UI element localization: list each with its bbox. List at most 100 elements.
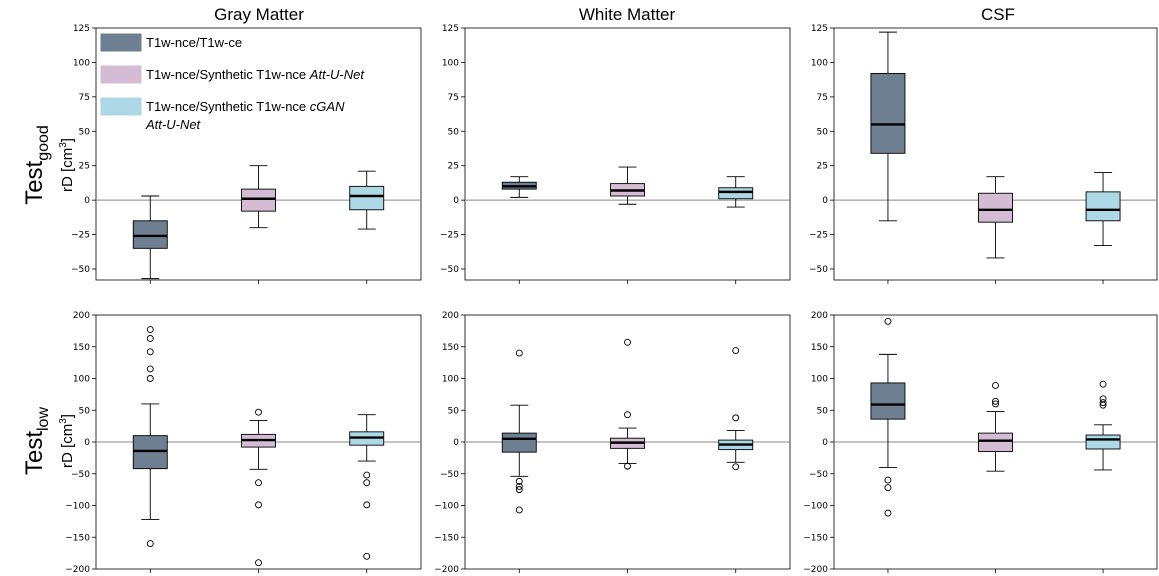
panels: −50−250255075100125−50−250255075100125−5… [65,24,1158,575]
y-tick-label: −200 [65,565,90,575]
y-tick-label: 200 [442,311,459,321]
box-1 [610,166,645,284]
box-1 [241,408,276,573]
y-tick-label: −100 [65,502,90,512]
y-tick-label: 0 [84,438,90,448]
y-tick-label: 100 [811,58,828,68]
row-label-low-main: Test [21,431,48,475]
svg-text:rD [cm3]: rD [cm3] [58,414,76,468]
y-tick-label: 75 [79,93,90,103]
outlier-point [992,397,999,405]
box-iqr [132,220,168,249]
outlier-point [146,540,154,548]
outlier-point [624,462,631,470]
y-tick-label: 50 [79,406,91,416]
outlier-point [515,349,523,357]
box-iqr [978,432,1013,452]
y-tick-label: 0 [453,196,459,206]
y-tick-label: −50 [71,470,90,480]
y-tick-label: 150 [73,343,90,353]
box-iqr [718,187,754,200]
y-tick-label: −150 [803,533,828,543]
y-tick-label: 125 [811,24,828,34]
svg-text:Testlow: Testlow [21,407,52,475]
outlier-point [1099,380,1107,388]
y-tick-label: −50 [440,470,459,480]
y-tick-label: −100 [434,502,459,512]
outlier-point [732,463,740,471]
y-tick-label: 200 [73,311,90,321]
outlier-point [363,552,371,560]
y-tick-label: 0 [822,438,828,448]
legend-label-t1w-ce: T1w-nce/T1w-ce [146,35,242,50]
box-iqr [978,192,1013,223]
y-tick-label: 75 [448,93,459,103]
box-0 [870,31,906,284]
panel-0: −50 −25 0 25 50 75 100 125 [71,24,422,284]
legend-swatch-cgan [100,97,142,116]
y-tick-label: 100 [442,58,459,68]
legend-label-att-u-net: T1w-nce/Synthetic T1w-nce Att-U-Net [146,67,365,82]
box-iqr [870,382,906,420]
box-2 [1085,172,1121,284]
y-tick-label: −50 [809,470,828,480]
legend-label-cgan: T1w-nce/Synthetic T1w-nce cGAN [146,99,345,114]
legend-swatch-t1w-ce [100,33,142,52]
y-tick-label: −25 [440,231,459,241]
outlier-point [146,348,154,356]
y-tick-label: 0 [822,196,828,206]
outlier-point [1099,399,1107,407]
outlier-point [363,471,371,479]
y-tick-label: −150 [65,533,90,543]
panel-2: −50 −25 0 25 50 75 100 125 [809,24,1158,284]
outlier-point [624,411,631,419]
box-2 [718,176,754,284]
y-tick-label: −200 [434,565,459,575]
ylabel-good-end: ] [59,138,76,142]
box-0 [501,176,537,284]
outlier-point [146,365,154,373]
legend-swatch-att-u-net [100,65,142,84]
outlier-point [146,335,154,342]
y-tick-label: −100 [803,502,828,512]
y-tick-label: 50 [448,406,460,416]
outlier-point [884,509,892,517]
outlier-point [515,486,523,494]
outlier-point [363,501,371,509]
legend-text-1-italic: Att-U-Net [309,67,366,82]
ylabel-good-main: rD [cm [59,148,76,192]
y-tick-label: 25 [448,162,459,172]
column-title-csf: CSF [981,5,1015,24]
row-label-good: Testgood [21,125,52,205]
box-0 [132,195,168,284]
panel-5: −200 −150 −100 −50 0 50 100 150 200 [803,311,1158,575]
row-label-low-sub: low [35,407,52,431]
outlier-point [884,476,892,484]
box-2 [718,347,754,573]
box-iqr [241,188,276,212]
ylabel-low-end: ] [59,414,76,418]
y-tick-label: −50 [440,265,459,275]
box-0 [870,317,906,573]
box-iqr [1085,434,1121,450]
outlier-point [1099,395,1107,403]
box-1 [978,176,1013,284]
column-title-gray-matter: Gray Matter [214,5,304,24]
legend-text-2: T1w-nce/Synthetic T1w-nce [146,99,310,114]
y-tick-label: 50 [817,406,829,416]
y-tick-label: 50 [817,127,829,137]
y-tick-label: 200 [811,311,828,321]
box-0 [132,326,168,573]
panel-4: −200 −150 −100 −50 0 50 100 150 200 [434,311,791,575]
outlier-point [515,477,523,485]
y-tick-label: 75 [817,93,828,103]
column-title-white-matter: White Matter [579,5,676,24]
y-tick-label: −25 [71,231,90,241]
box-iqr [349,185,385,211]
legend-text-2-italic: cGAN [310,99,345,114]
box-2 [1085,380,1121,573]
svg-text:Testgood: Testgood [21,125,52,205]
outlier-point [146,375,154,382]
outlier-point [624,338,631,346]
box-iqr [501,432,537,453]
